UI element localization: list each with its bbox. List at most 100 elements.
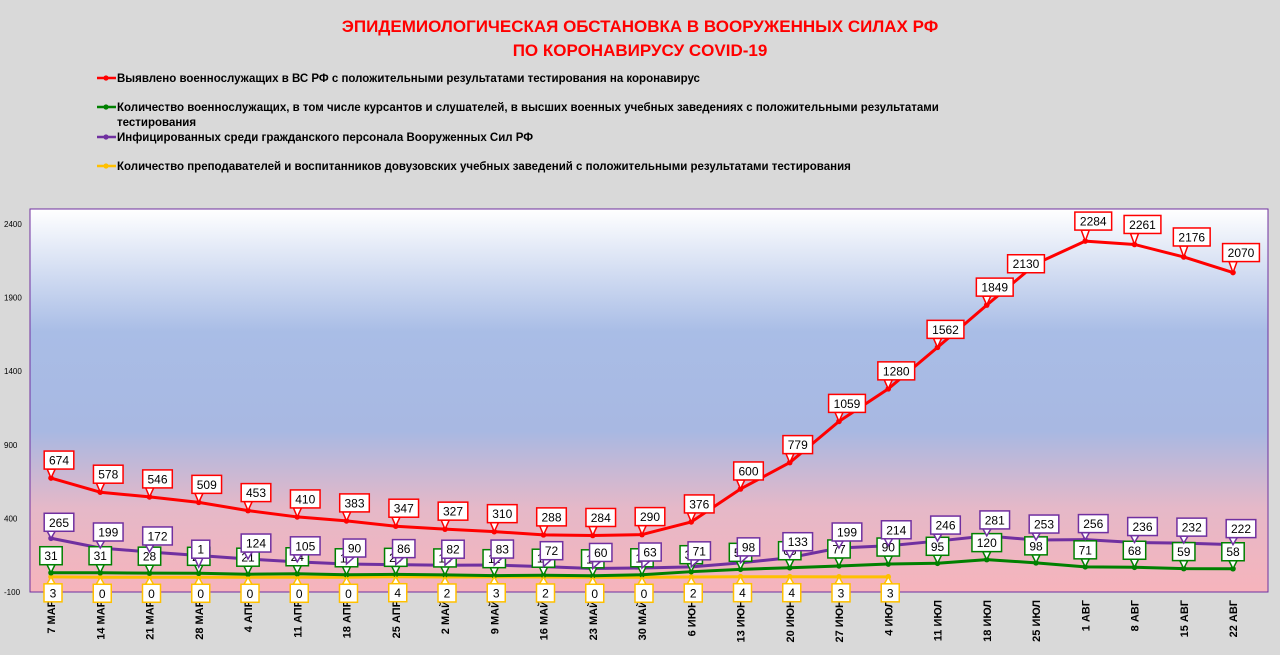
data-label: 236 (1126, 516, 1159, 545)
x-tick-label: 9 МАЙ (488, 600, 501, 634)
data-label: 3 (880, 575, 900, 603)
data-label: 2 (683, 575, 703, 603)
data-label-text: 2284 (1080, 215, 1107, 229)
data-label-box (43, 512, 75, 533)
legend-marker (103, 104, 109, 110)
y-axis: -100 400 900 1400 1900 2400 (4, 220, 22, 597)
data-label: 284 (585, 507, 617, 538)
data-label: 199 (831, 522, 863, 550)
data-label-text: 71 (1079, 543, 1093, 557)
data-label-box (687, 541, 712, 561)
data-label: 0 (240, 575, 260, 604)
data-label: 232 (1176, 517, 1208, 545)
data-label-text: 509 (197, 478, 217, 492)
data-label-text: 674 (49, 454, 69, 468)
data-label-box (880, 520, 912, 540)
data-label: 3 (486, 575, 506, 603)
legend: Выявлено военнослужащих в ВС РФ с положи… (97, 73, 939, 173)
data-label-text: 3 (838, 586, 845, 600)
data-label-text: 0 (247, 587, 254, 601)
x-tick-label: 2 МАЙ (439, 600, 452, 634)
data-label-text: 2130 (1013, 257, 1040, 271)
data-label: 288 (535, 507, 568, 537)
data-label-text: 327 (443, 505, 463, 519)
data-label-text: 1059 (834, 397, 861, 411)
data-label-text: 4 (788, 586, 795, 600)
legend-item: Количество преподавателей и воспитаннико… (97, 161, 851, 173)
data-label-text: 0 (591, 587, 598, 601)
data-label: 2 (437, 575, 457, 603)
data-label-box (441, 539, 465, 559)
data-label-box (683, 494, 715, 514)
legend-label: Количество преподавателей и воспитаннико… (117, 161, 851, 173)
data-label-box (388, 498, 420, 518)
data-label: 63 (638, 542, 662, 570)
x-tick-label: 30 МАЙ (636, 600, 649, 640)
series-line (50, 575, 889, 579)
data-label-text: 86 (397, 542, 411, 556)
data-label: 253 (1028, 514, 1060, 542)
data-label-box (880, 583, 900, 603)
data-label-text: 105 (295, 539, 315, 553)
data-label: 256 (1077, 513, 1109, 542)
data-label-box (43, 583, 63, 603)
data-label: 410 (289, 489, 321, 519)
data-label-text: 199 (98, 525, 118, 539)
data-label-box (588, 542, 613, 563)
data-label-box (92, 583, 112, 604)
data-label: 72 (539, 540, 564, 569)
data-label-text: 1562 (932, 323, 959, 337)
data-label-box (240, 583, 260, 604)
data-label-text: 232 (1182, 521, 1202, 535)
data-label-box (240, 533, 272, 553)
x-tick-label: 16 МАЙ (538, 600, 551, 640)
x-tick-label: 6 ИЮН (686, 600, 698, 636)
data-label-text: 546 (147, 472, 167, 486)
legend-item: Выявлено военнослужащих в ВС РФ с положи… (97, 73, 701, 85)
data-label-box (338, 583, 359, 604)
data-label-box (388, 582, 408, 603)
data-label-box (1028, 514, 1060, 534)
data-label: 90 (342, 538, 367, 566)
x-tick-label: 18 АПР (342, 600, 354, 638)
data-label-box (191, 539, 211, 559)
data-label-text: 90 (348, 542, 362, 556)
y-tick-label: 400 (4, 514, 18, 523)
x-tick-label: 13 ИЮН (736, 600, 748, 643)
data-label-box (289, 583, 309, 604)
data-label: 3 (43, 575, 63, 603)
data-label-text: 82 (446, 543, 460, 557)
data-label: 199 (92, 522, 124, 550)
data-label: 124 (240, 533, 272, 561)
data-label: 246 (929, 515, 962, 543)
data-label: 214 (880, 520, 912, 548)
data-label: 0 (585, 575, 605, 604)
data-label-box (141, 469, 174, 489)
data-label-text: 63 (643, 546, 657, 560)
data-label-text: 288 (541, 510, 561, 524)
data-label-box (240, 482, 272, 503)
data-label-box (141, 526, 174, 546)
data-label-text: 172 (147, 529, 167, 543)
data-label: 1849 (975, 277, 1014, 307)
data-label-box (92, 464, 124, 484)
data-label: 310 (486, 503, 518, 534)
data-label: 82 (441, 539, 465, 567)
data-label: 2261 (1123, 214, 1162, 247)
data-label-box (289, 489, 321, 509)
data-label-text: 0 (148, 587, 155, 601)
data-label-box (191, 583, 211, 604)
legend-marker (103, 163, 109, 169)
data-label-box (1074, 211, 1113, 231)
data-label-box (585, 507, 617, 528)
data-label: 0 (92, 575, 112, 604)
data-label-text: 1 (197, 543, 204, 557)
data-label-text: 214 (886, 523, 906, 537)
data-label-text: 0 (641, 587, 648, 601)
data-label: 779 (782, 434, 814, 465)
data-label-box (732, 582, 753, 603)
data-label-box (1077, 513, 1109, 534)
data-label: 2284 (1074, 211, 1113, 244)
y-tick-label: 1400 (4, 367, 22, 376)
x-tick-label: 18 ИЮЛ (982, 600, 994, 642)
